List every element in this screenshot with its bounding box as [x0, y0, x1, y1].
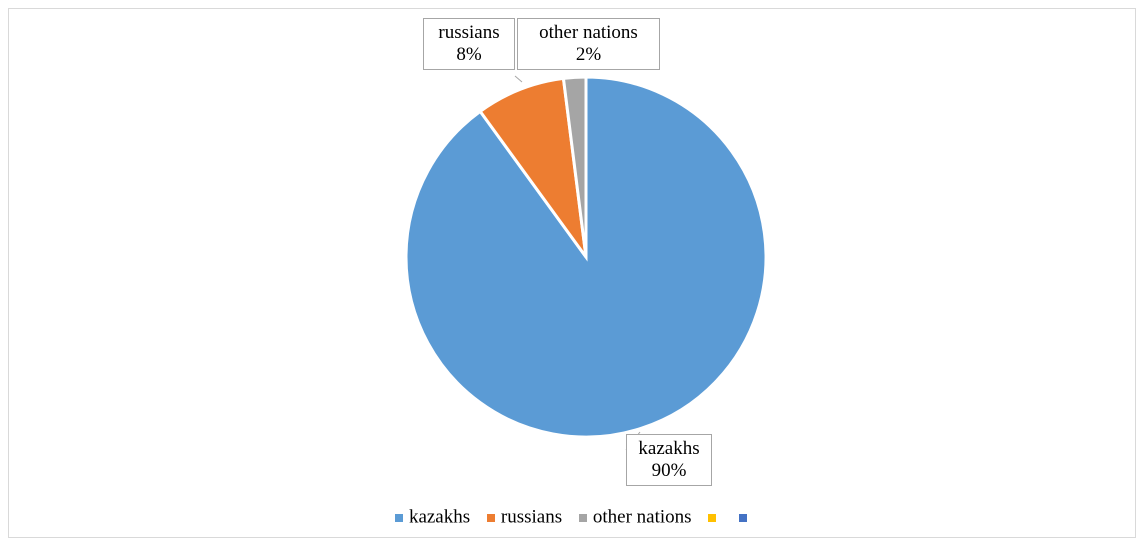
legend-swatch-empty-2 — [739, 513, 748, 522]
legend-text-kazakhs: kazakhs — [408, 506, 471, 528]
legend: kazakhs russians other nations — [0, 506, 1148, 529]
data-label-kazakhs-value: 90% — [651, 460, 687, 481]
legend-swatch-kazakhs — [394, 513, 403, 522]
legend-swatch-other-nations — [578, 513, 587, 522]
pie-slice-russians — [478, 76, 588, 258]
data-label-other-nations: other nations 2% — [517, 18, 660, 70]
data-label-russians-value: 8% — [456, 44, 482, 65]
legend-item-other-nations: other nations — [578, 506, 692, 529]
legend-item-russians: russians — [486, 506, 563, 529]
legend-text-russians: russians — [500, 506, 563, 528]
legend-item-kazakhs: kazakhs — [394, 506, 471, 529]
data-label-other-nations-value: 2% — [575, 44, 602, 65]
legend-item-empty-2 — [739, 506, 753, 529]
data-label-other-nations-name: other nations — [539, 22, 638, 43]
legend-swatch-russians — [486, 513, 495, 522]
data-label-russians: russians 8% — [423, 18, 515, 70]
legend-swatch-empty-1 — [708, 513, 717, 522]
legend-text-other-nations: other nations — [592, 506, 692, 528]
leader-line-russians — [514, 75, 523, 83]
pie-slice-other-nations — [561, 75, 588, 258]
data-label-kazakhs-name: kazakhs — [638, 438, 700, 459]
data-label-russians-name: russians — [438, 22, 500, 43]
data-label-kazakhs: kazakhs 90% — [626, 434, 712, 486]
legend-item-empty-1 — [708, 506, 722, 529]
